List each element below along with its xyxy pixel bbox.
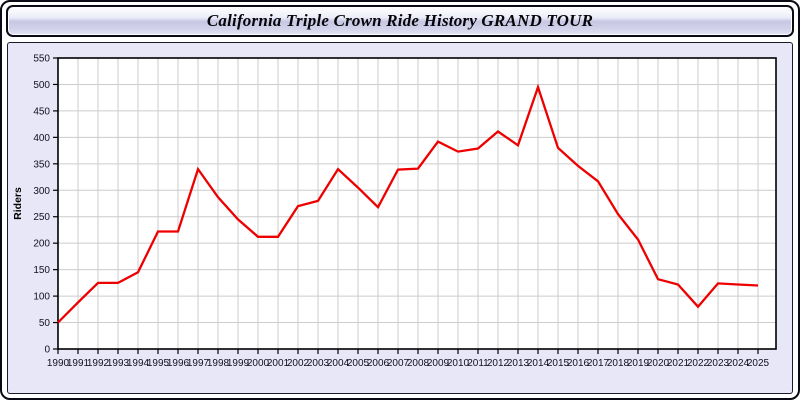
x-tick-label: 2018 [607, 358, 630, 369]
chart-panel: 0 50 100 150 200 250 300 350 400 450 500 550 1990 199… [7, 42, 793, 394]
chart-svg: 0501001502002503003504004505005501990199… [12, 54, 777, 369]
y-tick-label: 550 [33, 54, 50, 65]
x-tick-label: 2013 [507, 358, 530, 369]
x-tick-label: 1996 [167, 358, 190, 369]
x-tick-label: 2016 [567, 358, 590, 369]
y-tick-label: 500 [33, 80, 50, 91]
x-tick-label: 2004 [327, 358, 350, 369]
title-bar: California Triple Crown Ride History GRA… [6, 5, 794, 37]
y-tick-label: 300 [33, 186, 50, 197]
x-tick-label: 2009 [427, 358, 450, 369]
x-tick-label: 2015 [547, 358, 570, 369]
x-tick-label: 1991 [67, 358, 90, 369]
x-tick-label: 2007 [387, 358, 410, 369]
x-tick-label: 2002 [287, 358, 310, 369]
x-tick-label: 2025 [747, 358, 770, 369]
x-tick-label: 2019 [627, 358, 650, 369]
plot-border [57, 57, 777, 350]
x-tick-label: 2024 [727, 358, 750, 369]
chart-title: California Triple Crown Ride History GRA… [206, 11, 594, 30]
y-axis-title: Riders [12, 187, 24, 220]
x-tick-label: 2006 [367, 358, 390, 369]
x-tick-label: 2021 [667, 358, 690, 369]
plot-background [58, 58, 776, 349]
y-tick-label: 250 [33, 212, 50, 223]
x-tick-label: 1994 [127, 358, 150, 369]
y-tick-label: 150 [33, 265, 50, 276]
x-tick-label: 2000 [247, 358, 270, 369]
x-tick-label: 2005 [347, 358, 370, 369]
x-tick-label: 1997 [187, 358, 210, 369]
x-tick-label: 1998 [207, 358, 230, 369]
x-tick-label: 1990 [47, 358, 70, 369]
x-tick-label: 1993 [107, 358, 130, 369]
x-tick-label: 1992 [87, 358, 110, 369]
y-tick-label: 0 [44, 345, 50, 356]
x-tick-label: 2003 [307, 358, 330, 369]
x-tick-label: 2011 [467, 358, 489, 369]
y-tick-label: 200 [33, 239, 50, 250]
x-tick-label: 2008 [407, 358, 430, 369]
y-tick-label: 450 [33, 106, 50, 117]
x-tick-label: 2023 [707, 358, 730, 369]
x-tick-label: 2022 [687, 358, 710, 369]
x-tick-label: 2012 [487, 358, 510, 369]
x-tick-label: 2001 [267, 358, 290, 369]
x-tick-label: 2010 [447, 358, 470, 369]
y-tick-label: 50 [39, 318, 51, 329]
y-tick-label: 350 [33, 159, 50, 170]
series-line [57, 83, 759, 324]
x-tick-label: 1999 [227, 358, 250, 369]
x-tick-label: 2014 [527, 358, 550, 369]
y-tick-label: 400 [33, 133, 50, 144]
x-tick-label: 1995 [147, 358, 170, 369]
x-tick-label: 2017 [587, 358, 610, 369]
x-tick-label: 2020 [647, 358, 670, 369]
y-tick-label: 100 [33, 292, 50, 303]
